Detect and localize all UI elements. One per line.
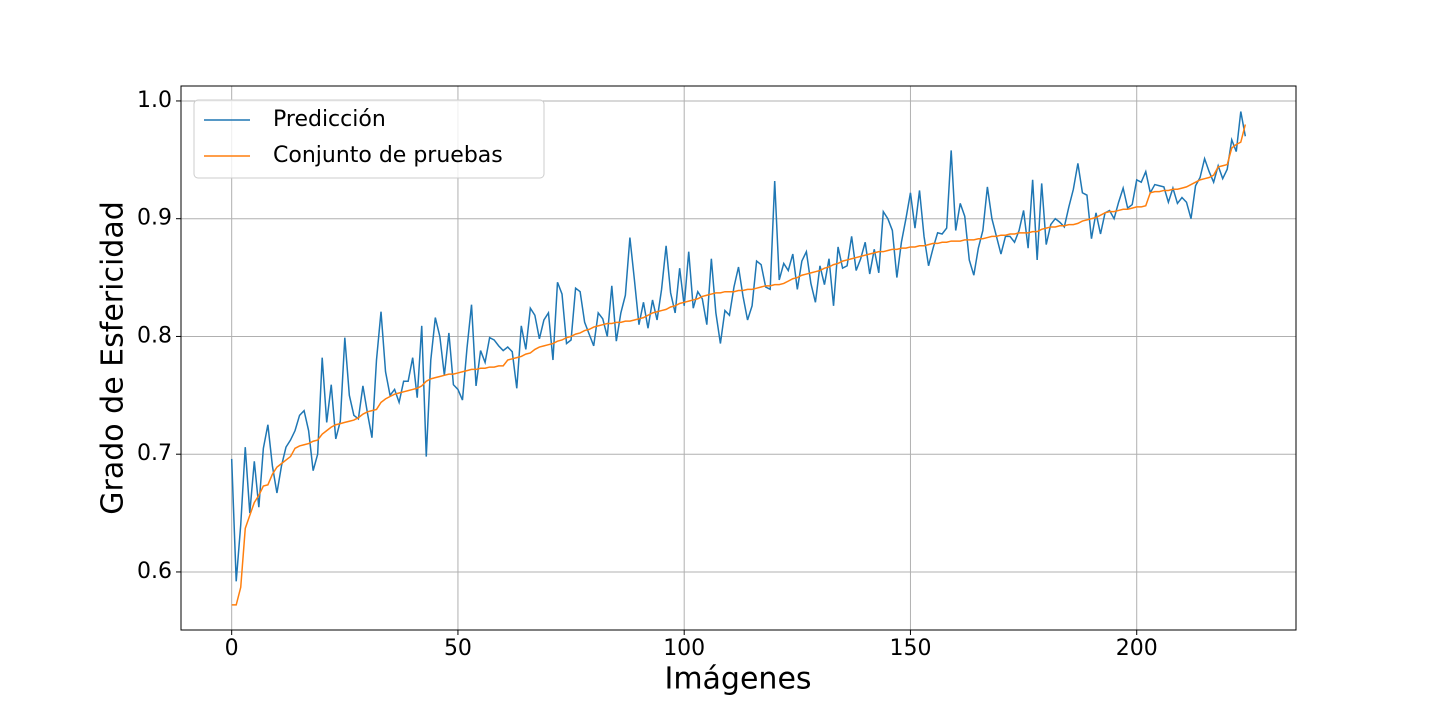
- x-tick-label: 0: [225, 636, 239, 661]
- y-tick-label: 0.7: [137, 441, 172, 466]
- plot-frame: [180, 85, 1297, 631]
- legend-label: Predicción: [273, 107, 386, 132]
- y-tick-label: 0.6: [137, 559, 172, 584]
- y-axis-label: Grado de Esfericidad: [96, 201, 131, 515]
- series-line: [230, 111, 1247, 582]
- x-tick-label: 200: [1116, 636, 1158, 661]
- y-tick-label: 1.0: [137, 88, 172, 113]
- legend: Predicción Conjunto de pruebas: [193, 99, 545, 179]
- x-tick-label: 50: [444, 636, 472, 661]
- series-line: [231, 124, 1247, 606]
- legend-label: Conjunto de pruebas: [273, 143, 503, 168]
- x-tick-label: 100: [663, 636, 705, 661]
- y-tick-label: 0.9: [137, 206, 172, 231]
- x-axis-label: Imágenes: [664, 662, 811, 697]
- grid: [181, 86, 1296, 630]
- legend-box: [193, 99, 545, 179]
- y-tick-label: 0.8: [137, 323, 172, 348]
- x-tick-label: 150: [889, 636, 931, 661]
